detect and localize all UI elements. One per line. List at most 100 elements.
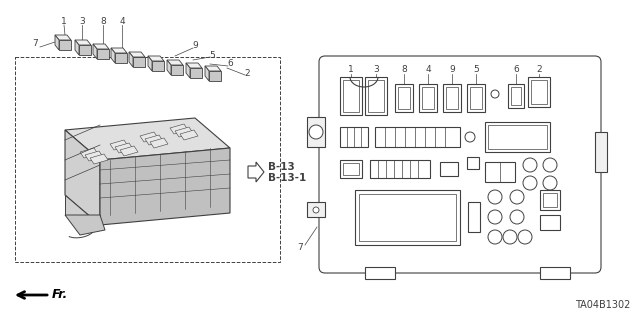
Polygon shape: [190, 68, 202, 78]
Bar: [511, 87, 521, 105]
Text: 5: 5: [473, 65, 479, 75]
Circle shape: [309, 125, 323, 139]
Bar: [365, 267, 395, 279]
Polygon shape: [55, 35, 59, 50]
Polygon shape: [186, 63, 190, 78]
Circle shape: [503, 230, 517, 244]
Bar: [485, 122, 550, 152]
Text: 1: 1: [348, 65, 354, 75]
Bar: [528, 77, 550, 107]
Text: TA04B1302: TA04B1302: [575, 300, 630, 310]
Bar: [343, 163, 359, 175]
Polygon shape: [55, 35, 71, 40]
Text: 8: 8: [401, 65, 407, 75]
Bar: [340, 127, 368, 147]
Text: B-13: B-13: [268, 162, 295, 172]
Polygon shape: [59, 40, 71, 50]
Circle shape: [488, 210, 502, 224]
Bar: [307, 202, 325, 217]
Polygon shape: [120, 146, 138, 156]
Polygon shape: [148, 56, 164, 61]
Polygon shape: [129, 52, 145, 57]
Polygon shape: [100, 148, 230, 225]
Bar: [340, 77, 362, 115]
Bar: [398, 87, 410, 109]
Bar: [368, 80, 384, 112]
Bar: [531, 80, 547, 104]
Polygon shape: [186, 63, 202, 68]
Bar: [446, 87, 458, 109]
Text: 3: 3: [79, 18, 85, 26]
Text: 4: 4: [119, 18, 125, 26]
Bar: [419, 84, 437, 112]
Text: 3: 3: [373, 65, 379, 75]
Text: 9: 9: [192, 41, 198, 50]
Circle shape: [510, 210, 524, 224]
Polygon shape: [90, 154, 108, 164]
Polygon shape: [205, 66, 221, 71]
Polygon shape: [209, 71, 221, 81]
Polygon shape: [111, 48, 115, 63]
Text: 9: 9: [449, 65, 455, 75]
Text: 4: 4: [425, 65, 431, 75]
Text: 7: 7: [297, 242, 303, 251]
Circle shape: [510, 190, 524, 204]
Polygon shape: [65, 195, 100, 225]
Text: 1: 1: [61, 18, 67, 26]
Circle shape: [523, 158, 537, 172]
Bar: [422, 87, 434, 109]
Circle shape: [465, 132, 475, 142]
Circle shape: [491, 90, 499, 98]
Polygon shape: [93, 44, 97, 59]
Polygon shape: [97, 49, 109, 59]
Polygon shape: [93, 44, 109, 49]
Polygon shape: [205, 66, 209, 81]
Bar: [340, 160, 362, 178]
Polygon shape: [79, 45, 91, 55]
Bar: [440, 162, 458, 176]
Bar: [485, 162, 515, 182]
Polygon shape: [140, 132, 158, 142]
Polygon shape: [115, 143, 133, 153]
Bar: [467, 84, 485, 112]
Bar: [355, 190, 460, 245]
Bar: [470, 87, 482, 109]
Bar: [343, 80, 359, 112]
Bar: [540, 267, 570, 279]
Text: 7: 7: [32, 40, 38, 48]
Bar: [365, 77, 387, 115]
Circle shape: [523, 176, 537, 190]
Polygon shape: [65, 215, 105, 235]
FancyBboxPatch shape: [319, 56, 601, 273]
Text: 6: 6: [513, 65, 519, 75]
Text: 5: 5: [209, 50, 215, 60]
Bar: [540, 215, 560, 230]
Polygon shape: [110, 140, 128, 150]
Polygon shape: [148, 56, 152, 71]
Bar: [395, 84, 413, 112]
Bar: [468, 202, 480, 232]
Circle shape: [488, 190, 502, 204]
Bar: [488, 125, 547, 149]
Polygon shape: [75, 40, 79, 55]
Polygon shape: [150, 138, 168, 148]
Polygon shape: [180, 130, 198, 140]
Circle shape: [543, 176, 557, 190]
Text: Fr.: Fr.: [52, 288, 68, 301]
Bar: [467, 157, 479, 169]
Polygon shape: [65, 118, 230, 160]
Polygon shape: [85, 151, 103, 161]
Text: 2: 2: [536, 65, 542, 75]
Polygon shape: [167, 60, 171, 75]
Bar: [508, 84, 524, 108]
Bar: [15, 57, 280, 262]
Bar: [595, 132, 607, 172]
Polygon shape: [170, 124, 188, 134]
Bar: [375, 127, 460, 147]
Polygon shape: [80, 148, 98, 158]
Polygon shape: [248, 162, 264, 182]
Text: B-13-1: B-13-1: [268, 173, 307, 183]
Polygon shape: [145, 135, 163, 145]
Polygon shape: [65, 130, 100, 225]
Polygon shape: [129, 52, 133, 67]
